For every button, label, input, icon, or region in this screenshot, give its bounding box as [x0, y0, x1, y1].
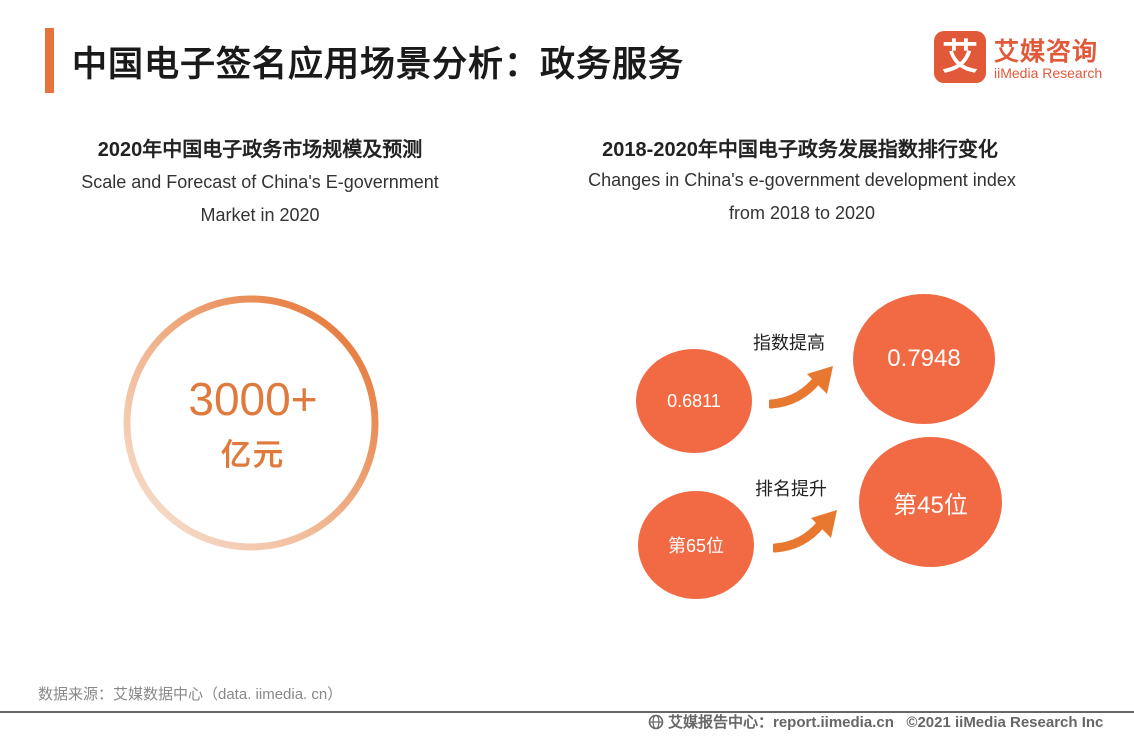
data-source: 数据来源：艾媒数据中心（data. iimedia. cn） — [38, 686, 343, 703]
left-panel-title-en-line1: Scale and Forecast of China's E-governme… — [81, 172, 439, 192]
market-size-value: 3000+ — [188, 373, 318, 425]
iimedia-logo: 艾 艾媒咨询 iiMedia Research — [934, 31, 1114, 87]
footer-credits: 艾媒报告中心：report.iimedia.cn ©2021 iiMedia R… — [648, 713, 1103, 733]
market-size-ring: 3000+ 亿元 — [118, 294, 388, 556]
index-change-label: 指数提高 — [753, 333, 825, 353]
left-panel-title-cn: 2020年中国电子政务市场规模及预测 — [97, 139, 423, 161]
logo-text-en: iiMedia Research — [994, 65, 1103, 81]
curved-arrow-icon — [769, 366, 833, 409]
rank-change-label: 排名提升 — [755, 479, 827, 499]
curved-arrow-icon — [773, 510, 837, 553]
globe-icon — [648, 714, 664, 730]
left-panel-title-en: Scale and Forecast of China's E-governme… — [40, 166, 480, 232]
footer-divider — [0, 711, 1134, 713]
right-panel-title-en: Changes in China's e-government developm… — [540, 164, 1064, 230]
rank-2020-bubble: 第45位 — [859, 437, 1002, 567]
index-2020-bubble: 0.7948 — [853, 294, 995, 424]
footer-site: 艾媒报告中心：report.iimedia.cn — [668, 714, 894, 731]
index-2018-bubble: 0.6811 — [636, 349, 752, 453]
right-panel-title-cn: 2018-2020年中国电子政务发展指数排行变化 — [602, 139, 998, 161]
rank-2018-bubble: 第65位 — [638, 491, 754, 599]
left-panel-title-en-line2: Market in 2020 — [200, 205, 320, 225]
ring-graphic — [123, 295, 379, 551]
title-accent-bar — [45, 28, 54, 93]
page-title: 中国电子签名应用场景分析：政务服务 — [72, 45, 685, 84]
footer-copyright: ©2021 iiMedia Research Inc — [906, 714, 1104, 731]
right-panel-title-en-line2: from 2018 to 2020 — [728, 203, 876, 223]
market-size-unit: 亿元 — [221, 439, 285, 472]
logo-text-cn: 艾媒咨询 — [994, 38, 1099, 66]
right-panel-title-en-line1: Changes in China's e-government developm… — [588, 170, 1016, 190]
logo-mark: 艾 — [934, 31, 986, 83]
